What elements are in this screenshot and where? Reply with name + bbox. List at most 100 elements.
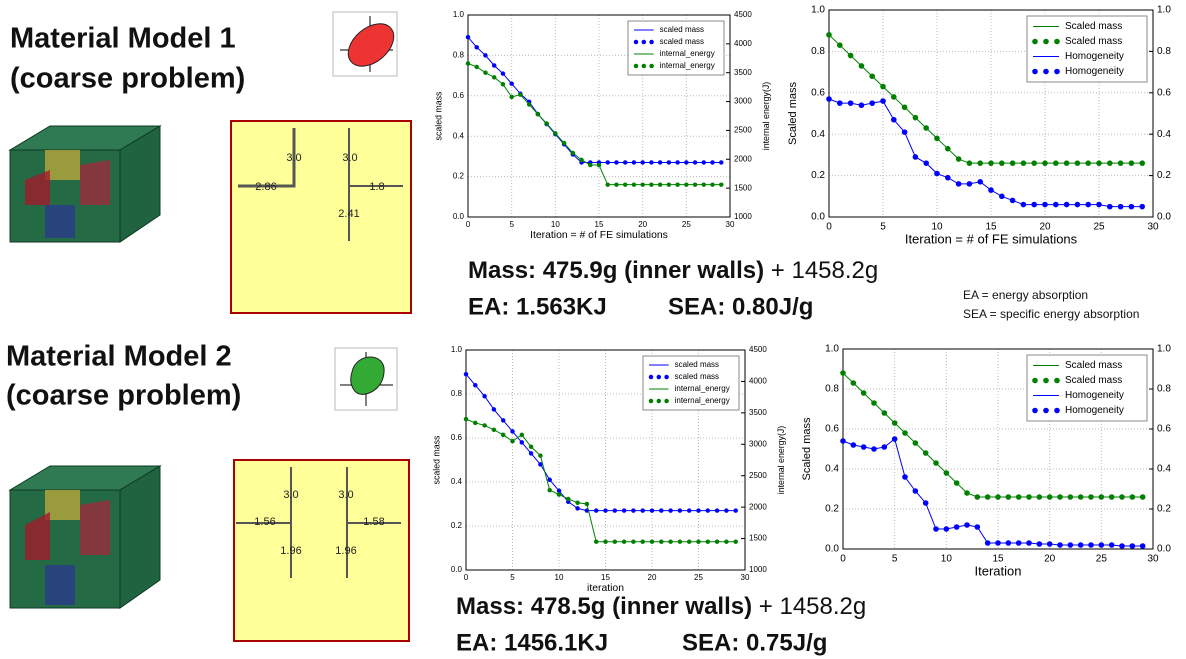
series-point	[1130, 494, 1136, 500]
series-point	[882, 410, 888, 416]
legend-swatch	[664, 375, 668, 379]
series-point	[640, 539, 644, 543]
series-point	[1006, 540, 1012, 546]
series-point	[880, 98, 886, 104]
series-point	[605, 160, 609, 164]
y2-tick-label: 0.2	[1157, 504, 1171, 515]
series-point	[547, 488, 551, 492]
series-point	[882, 444, 888, 450]
cross-section	[231, 121, 411, 313]
legend-swatch	[634, 64, 638, 68]
series-point	[492, 63, 496, 67]
legend-swatch	[1032, 39, 1038, 45]
series-point	[861, 390, 867, 396]
series-point	[466, 35, 470, 39]
series-point	[1068, 542, 1074, 548]
series-point	[985, 540, 991, 546]
dimension-label: 2.86	[255, 181, 276, 193]
series-point	[837, 42, 843, 48]
series-point	[473, 383, 477, 387]
legend-swatch	[642, 64, 646, 68]
legend-swatch	[1043, 69, 1049, 75]
y-tick-label: 0.0	[825, 544, 839, 555]
series-point	[1031, 160, 1037, 166]
series-point	[605, 182, 609, 186]
series-point	[649, 182, 653, 186]
x-tick-label: 10	[551, 220, 560, 229]
series-point	[501, 71, 505, 75]
series-point	[693, 160, 697, 164]
series-point	[871, 400, 877, 406]
series-point	[902, 104, 908, 110]
y-tick-label: 0.8	[811, 46, 825, 57]
series-point	[649, 160, 653, 164]
series-point	[1053, 160, 1059, 166]
legend-swatch	[657, 375, 661, 379]
series-point	[934, 136, 940, 142]
y-tick-label: 0.6	[811, 87, 825, 98]
y2-tick-label: 3500	[734, 68, 752, 77]
cross-section	[234, 460, 409, 641]
y-tick-label: 0.2	[811, 170, 825, 181]
series-point	[869, 73, 875, 79]
series-point	[623, 160, 627, 164]
y-axis-label: Scaled mass	[801, 417, 813, 480]
series-point	[702, 182, 706, 186]
series-point	[668, 508, 672, 512]
y2-tick-label: 4000	[734, 39, 752, 48]
series-point	[967, 181, 973, 187]
series-point	[509, 95, 513, 99]
x-tick-label: 5	[880, 222, 886, 233]
legend-label: Scaled mass	[1065, 375, 1122, 386]
series-point	[975, 494, 981, 500]
series-point	[693, 182, 697, 186]
series-point	[871, 446, 877, 452]
series-point	[659, 539, 663, 543]
model-subtitle: (coarse problem)	[6, 380, 241, 412]
series-point	[724, 508, 728, 512]
series-point	[640, 508, 644, 512]
y-tick-label: 0.6	[451, 433, 463, 442]
series-point	[945, 146, 951, 152]
series-point	[724, 539, 728, 543]
x-tick-label: 0	[840, 554, 846, 565]
series-point	[1119, 494, 1125, 500]
series-point	[1140, 494, 1146, 500]
y2-tick-label: 1500	[734, 183, 752, 192]
series-point	[848, 100, 854, 106]
series-point	[594, 539, 598, 543]
series-point	[1006, 494, 1012, 500]
legend-label: scaled mass	[675, 372, 719, 381]
y-tick-label: 0.0	[451, 565, 463, 574]
series-point	[544, 121, 548, 125]
series-point	[1096, 202, 1102, 208]
y-axis-label: scaled mass	[432, 435, 442, 484]
sea-result: SEA: 0.80J/g	[668, 293, 813, 320]
series-point	[1075, 160, 1081, 166]
legend-swatch	[649, 399, 653, 403]
series-point	[631, 508, 635, 512]
series-point	[1021, 160, 1027, 166]
series-point	[706, 508, 710, 512]
y-tick-label: 1.0	[811, 5, 825, 16]
series-point	[603, 508, 607, 512]
series-point	[658, 182, 662, 186]
series-point	[1140, 543, 1146, 549]
series-point	[1109, 494, 1115, 500]
series-point	[1088, 494, 1094, 500]
mass-result: Mass: 478.5g (inner walls) + 1458.2g	[456, 593, 866, 620]
y2-tick-label: 1000	[749, 565, 767, 574]
x-tick-label: 20	[1044, 554, 1056, 565]
series-point	[566, 497, 570, 501]
legend-swatch	[1054, 69, 1060, 75]
series-point	[613, 508, 617, 512]
model-subtitle: (coarse problem)	[10, 63, 245, 95]
y-tick-label: 0.4	[451, 477, 463, 486]
series-point	[1078, 542, 1084, 548]
legend-swatch	[1032, 69, 1038, 75]
series-point	[851, 442, 857, 448]
y-axis-label: scaled mass	[434, 91, 444, 140]
y2-tick-label: 0.0	[1157, 212, 1171, 223]
mass-inner: Mass: 478.5g (inner walls)	[456, 593, 752, 620]
